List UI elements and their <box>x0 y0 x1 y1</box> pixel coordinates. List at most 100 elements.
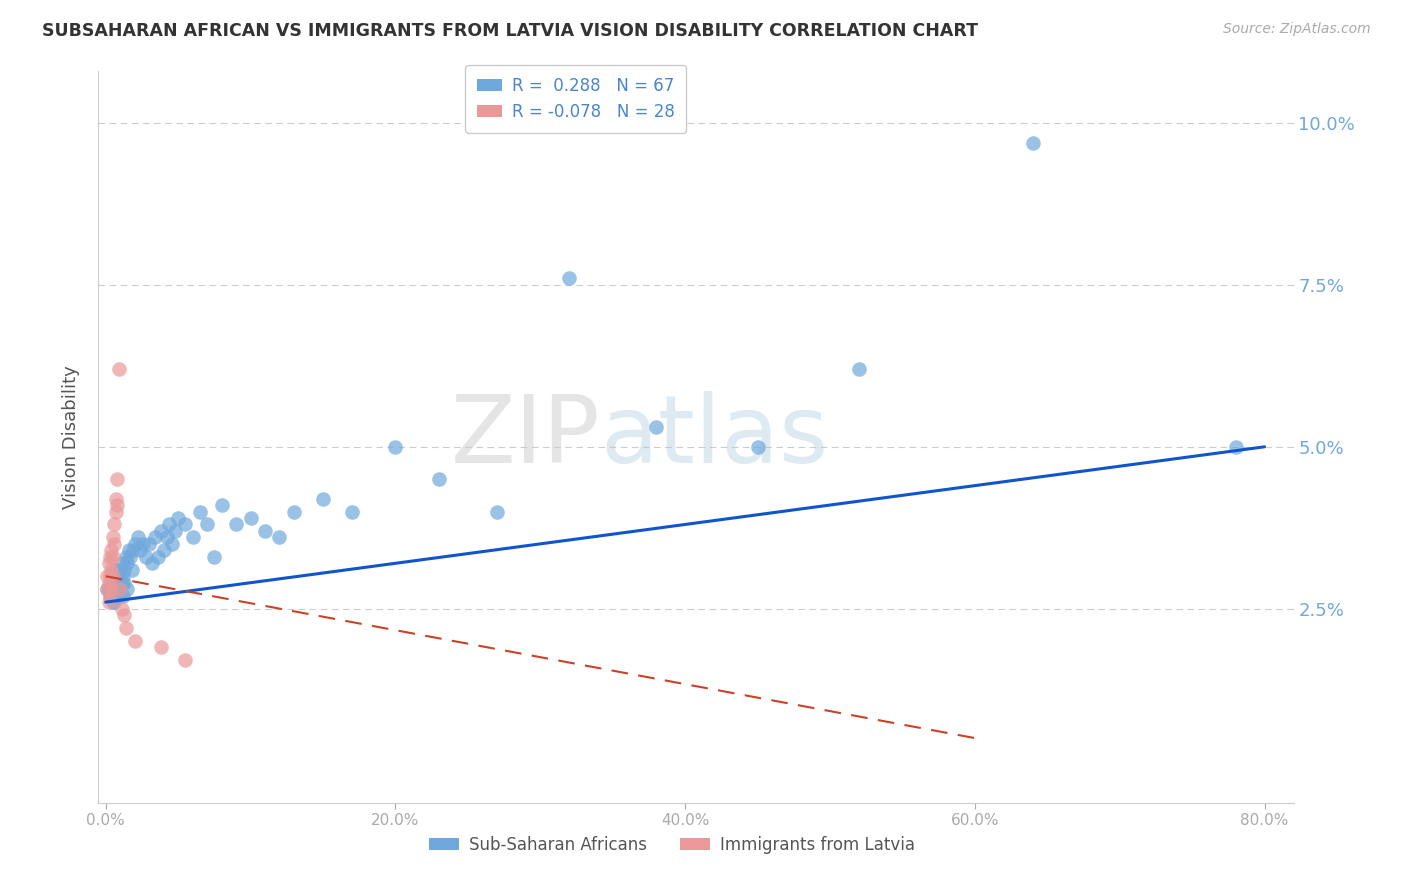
Point <box>124 634 146 648</box>
Point <box>108 582 131 597</box>
Point <box>101 530 124 544</box>
Point <box>211 498 233 512</box>
Point <box>96 582 118 597</box>
Point <box>117 557 139 571</box>
Point <box>97 595 120 609</box>
Text: atlas: atlas <box>600 391 828 483</box>
Text: ZIP: ZIP <box>451 391 600 483</box>
Point <box>105 582 128 597</box>
Point <box>253 524 276 538</box>
Point <box>747 440 769 454</box>
Point <box>100 589 122 603</box>
Text: SUBSAHARAN AFRICAN VS IMMIGRANTS FROM LATVIA VISION DISABILITY CORRELATION CHART: SUBSAHARAN AFRICAN VS IMMIGRANTS FROM LA… <box>42 22 979 40</box>
Point <box>100 563 122 577</box>
Point <box>165 524 187 538</box>
Point <box>101 575 124 590</box>
Point <box>101 595 124 609</box>
Point <box>157 517 180 532</box>
Point <box>1225 440 1247 454</box>
Point <box>340 504 363 518</box>
Point <box>105 569 128 583</box>
Point <box>115 621 138 635</box>
Point <box>104 589 127 603</box>
Point <box>112 569 135 583</box>
Point <box>138 537 160 551</box>
Point <box>129 543 152 558</box>
Point <box>146 549 169 564</box>
Point <box>141 557 163 571</box>
Point <box>152 543 174 558</box>
Point <box>100 582 122 597</box>
Point <box>149 640 172 655</box>
Point <box>124 537 146 551</box>
Point <box>98 589 121 603</box>
Point <box>115 549 138 564</box>
Point <box>174 517 197 532</box>
Point <box>97 582 120 597</box>
Point <box>121 563 143 577</box>
Y-axis label: Vision Disability: Vision Disability <box>62 365 80 509</box>
Point <box>105 498 128 512</box>
Point <box>110 601 132 615</box>
Point <box>283 504 305 518</box>
Point <box>117 582 139 597</box>
Point <box>107 589 129 603</box>
Text: Source: ZipAtlas.com: Source: ZipAtlas.com <box>1223 22 1371 37</box>
Point <box>101 569 124 583</box>
Point <box>96 569 118 583</box>
Point <box>96 582 118 597</box>
Point <box>118 543 141 558</box>
Point <box>97 557 120 571</box>
Point <box>104 563 127 577</box>
Point <box>98 589 121 603</box>
Point <box>120 549 142 564</box>
Point <box>101 549 124 564</box>
Point <box>1022 136 1045 150</box>
Point <box>107 362 129 376</box>
Point <box>132 537 155 551</box>
Point <box>162 537 184 551</box>
Point <box>105 472 128 486</box>
Point <box>98 569 121 583</box>
Point <box>112 589 135 603</box>
Point <box>127 530 149 544</box>
Point <box>107 575 129 590</box>
Point <box>110 557 132 571</box>
Point <box>312 491 335 506</box>
Point <box>122 543 145 558</box>
Point <box>558 271 581 285</box>
Point <box>155 530 177 544</box>
Point <box>103 595 125 609</box>
Point <box>225 517 247 532</box>
Point <box>645 420 668 434</box>
Point <box>239 511 262 525</box>
Point <box>97 575 120 590</box>
Point <box>269 530 291 544</box>
Point <box>485 504 508 518</box>
Point <box>188 504 211 518</box>
Point <box>100 543 122 558</box>
Point <box>848 362 870 376</box>
Point <box>104 491 127 506</box>
Point <box>427 472 450 486</box>
Point <box>114 608 136 623</box>
Point <box>202 549 225 564</box>
Point <box>114 563 136 577</box>
Point <box>384 440 406 454</box>
Point <box>135 549 157 564</box>
Point <box>108 582 131 597</box>
Point <box>103 517 125 532</box>
Point <box>181 530 204 544</box>
Point <box>174 653 197 667</box>
Point <box>167 511 190 525</box>
Point <box>114 575 136 590</box>
Point <box>103 537 125 551</box>
Point <box>149 524 172 538</box>
Point <box>103 569 125 583</box>
Point <box>104 504 127 518</box>
Point <box>108 563 131 577</box>
Point <box>143 530 166 544</box>
Point <box>98 549 121 564</box>
Point <box>195 517 218 532</box>
Point <box>110 575 132 590</box>
